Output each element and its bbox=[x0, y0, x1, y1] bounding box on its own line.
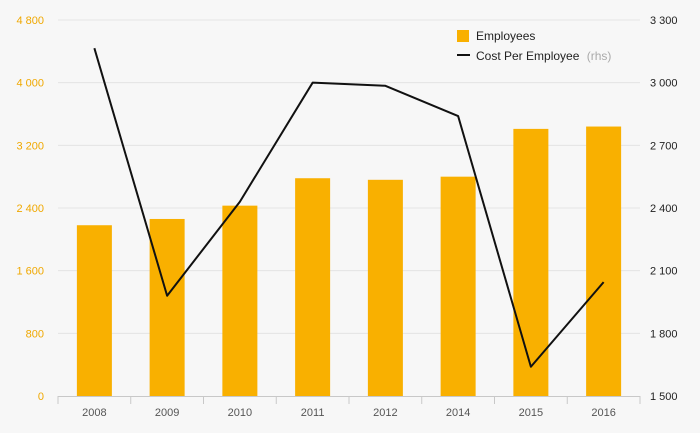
legend-swatch-employees bbox=[457, 30, 469, 42]
left-tick-label: 1 600 bbox=[16, 266, 44, 278]
bar-series-employees bbox=[76, 126, 622, 397]
gridlines bbox=[58, 19, 640, 334]
line-series-cost-per-employee bbox=[93, 47, 605, 368]
x-tick-label: 2010 bbox=[228, 407, 252, 419]
bar-employees-2016 bbox=[586, 126, 622, 397]
legend-label-cost-suffix: (rhs) bbox=[587, 49, 612, 63]
bar-employees-2012 bbox=[367, 179, 403, 396]
left-tick-label: 3 200 bbox=[16, 140, 44, 152]
right-tick-label: 3 300 bbox=[650, 15, 678, 27]
right-axis-ticks: 1 500 1 800 2 100 2 400 2 700 3 000 3 300 bbox=[650, 15, 678, 403]
x-tick-label: 2016 bbox=[591, 407, 615, 419]
right-tick-label: 1 500 bbox=[650, 391, 678, 403]
x-tick-label: 2014 bbox=[446, 407, 470, 419]
bar-employees-2009 bbox=[149, 218, 185, 396]
x-tick-label: 2015 bbox=[519, 407, 543, 419]
bar-employees-2008 bbox=[76, 225, 112, 396]
x-tick-label: 2008 bbox=[82, 407, 106, 419]
legend-label-cost-per-employee: Cost Per Employee (rhs) bbox=[476, 49, 611, 63]
bar-employees-2014 bbox=[440, 176, 476, 396]
bar-employees-2011 bbox=[295, 178, 331, 396]
left-tick-label: 800 bbox=[26, 328, 44, 340]
left-axis-ticks: 0 800 1 600 2 400 3 200 4 000 4 800 bbox=[16, 15, 44, 403]
line-cost-per-employee bbox=[93, 47, 605, 368]
left-tick-label: 2 400 bbox=[16, 203, 44, 215]
bar-employees-2015 bbox=[513, 128, 549, 396]
x-axis-ticks: 2008 2009 2010 2011 2012 2014 2015 2016 bbox=[57, 396, 641, 419]
right-tick-label: 3 000 bbox=[650, 78, 678, 90]
x-tick-label: 2012 bbox=[373, 407, 397, 419]
right-tick-label: 2 100 bbox=[650, 266, 678, 278]
legend-label-cost-main: Cost Per Employee bbox=[476, 49, 580, 63]
left-tick-label: 0 bbox=[38, 391, 44, 403]
right-tick-label: 1 800 bbox=[650, 328, 678, 340]
bar-employees-2010 bbox=[222, 205, 258, 396]
left-tick-label: 4 800 bbox=[16, 15, 44, 27]
left-tick-label: 4 000 bbox=[16, 78, 44, 90]
legend: Employees Cost Per Employee (rhs) bbox=[457, 29, 611, 63]
x-tick-label: 2009 bbox=[155, 407, 179, 419]
right-tick-label: 2 400 bbox=[650, 203, 678, 215]
right-tick-label: 2 700 bbox=[650, 140, 678, 152]
x-tick-label: 2011 bbox=[301, 407, 325, 419]
legend-label-employees: Employees bbox=[476, 29, 535, 43]
